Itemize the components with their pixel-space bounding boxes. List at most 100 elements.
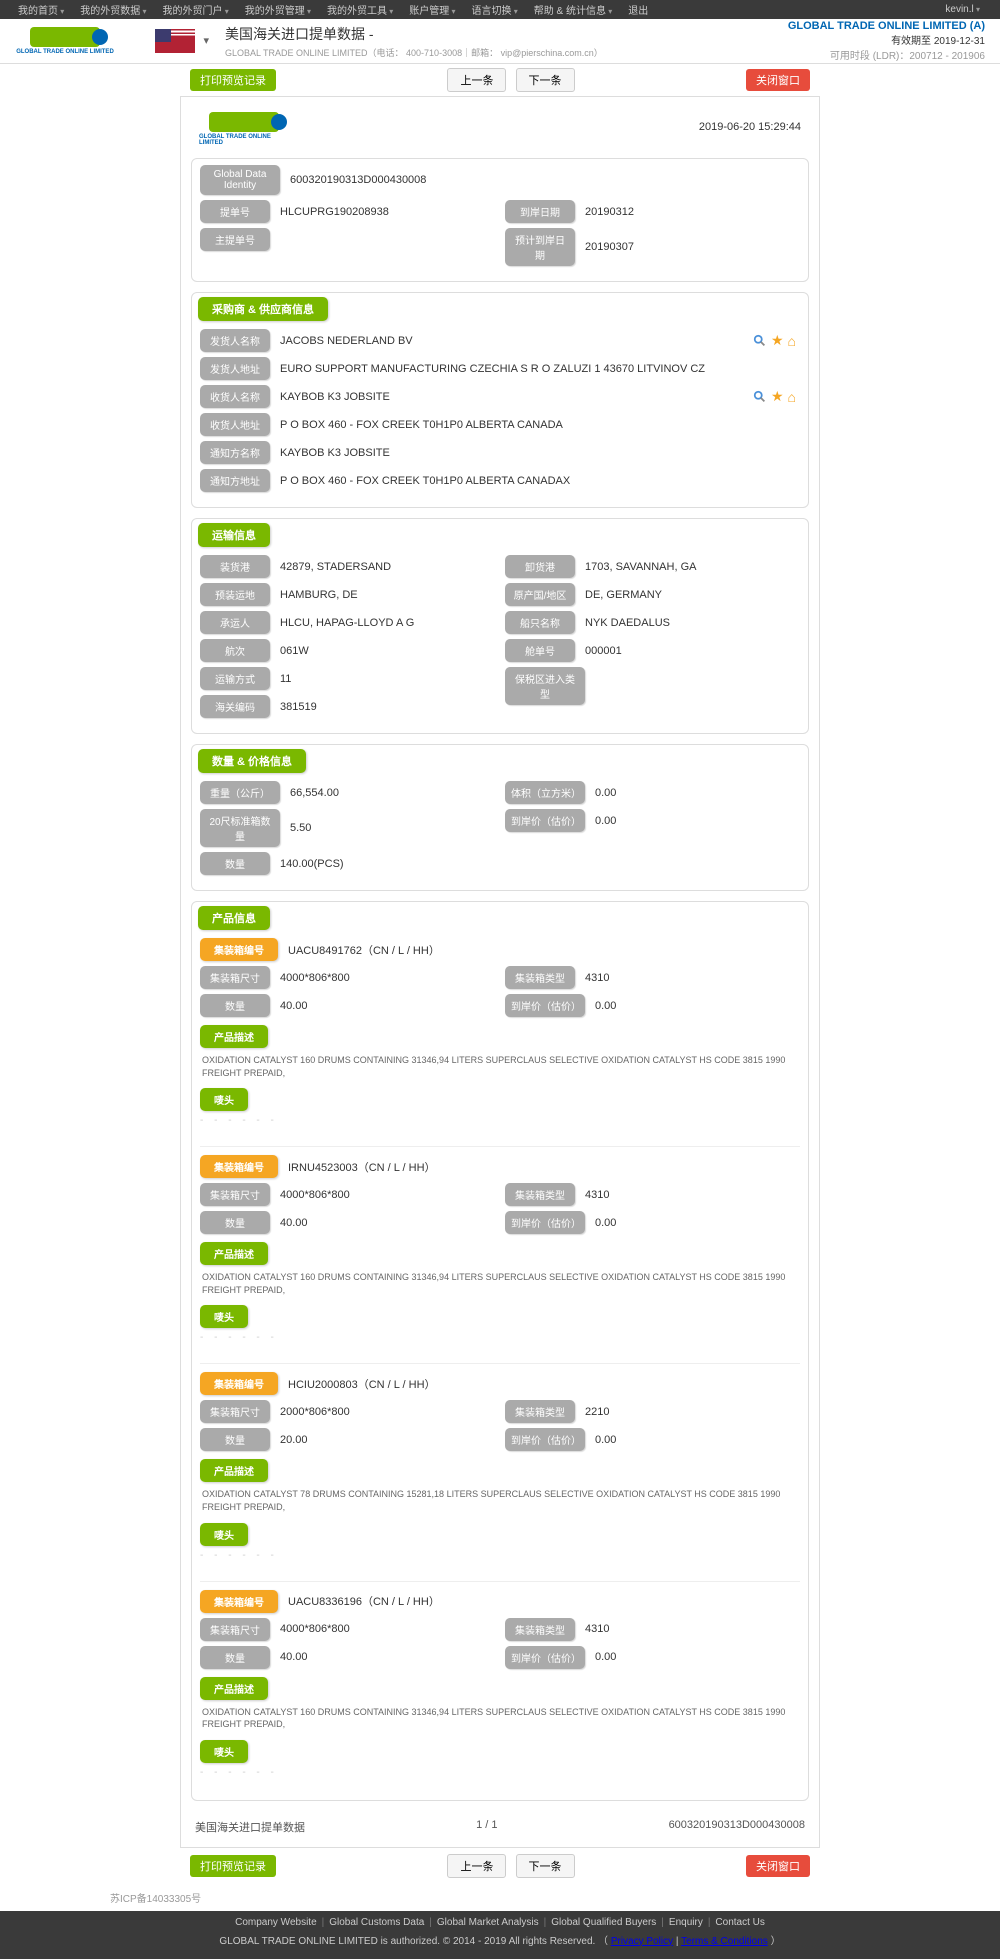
bonded-label: 保税区进入类型 — [505, 667, 585, 705]
container-no: UACU8336196（CN / L / HH） — [278, 1593, 800, 1609]
footer-link[interactable]: Company Website — [235, 1917, 317, 1928]
party-section: 采购商 & 供应商信息 发货人名称 JACOBS NEDERLAND BV ★ … — [191, 292, 809, 508]
mark-label: 唛头 — [200, 1523, 248, 1546]
star-icon[interactable]: ★ — [771, 332, 784, 349]
manifest: 000001 — [575, 645, 800, 657]
vessel: NYK DAEDALUS — [575, 617, 800, 629]
search-icon[interactable] — [753, 334, 767, 348]
container-cif: 0.00 — [585, 1217, 800, 1229]
action-bar-top: 打印预览记录 上一条 下一条 关闭窗口 — [0, 64, 1000, 96]
doc-footer-right: 600320190313D000430008 — [669, 1819, 805, 1835]
close-button[interactable]: 关闭窗口 — [746, 69, 810, 91]
icp: 苏ICP备14033305号 — [0, 1884, 1000, 1907]
dots: - - - - - - — [200, 1763, 800, 1790]
next-button[interactable]: 下一条 — [516, 68, 575, 92]
footer-link[interactable]: Enquiry — [669, 1917, 703, 1928]
footer-link[interactable]: Global Customs Data — [329, 1917, 424, 1928]
close-button[interactable]: 关闭窗口 — [746, 1855, 810, 1877]
footer-link[interactable]: Global Qualified Buyers — [551, 1917, 656, 1928]
footer-link[interactable]: Global Market Analysis — [437, 1917, 539, 1928]
vessel-label: 船只名称 — [505, 611, 575, 634]
footer-link[interactable]: Contact Us — [715, 1917, 764, 1928]
nav-user[interactable]: kevin.l — [937, 4, 990, 15]
nav-data[interactable]: 我的外贸数据 — [72, 2, 154, 17]
container-size-label: 集装箱尺寸 — [200, 1618, 270, 1641]
country-selector[interactable] — [155, 29, 195, 53]
load-port-label: 装货港 — [200, 555, 270, 578]
nav-logout[interactable]: 退出 — [620, 2, 656, 17]
privacy-link[interactable]: Privacy Policy — [611, 1936, 673, 1947]
carrier: HLCU, HAPAG-LLOYD A G — [270, 617, 495, 629]
footer-links: Company Website | Global Customs Data | Glob… — [0, 1917, 1000, 1928]
container-cif-label: 到岸价（估价） — [505, 1646, 585, 1669]
nav-lang[interactable]: 语言切换 — [464, 2, 526, 17]
container-cif: 0.00 — [585, 1000, 800, 1012]
doc-footer-page: 1 / 1 — [476, 1819, 497, 1835]
arrive-label: 到岸日期 — [505, 200, 575, 223]
doc-logo: GLOBAL TRADE ONLINE LIMITED — [199, 111, 289, 146]
preload: HAMBURG, DE — [270, 589, 495, 601]
product-header: 产品信息 — [198, 906, 270, 930]
logo-icon — [30, 27, 100, 47]
party-header: 采购商 & 供应商信息 — [198, 297, 328, 321]
page-subtitle: GLOBAL TRADE ONLINE LIMITED（电话： 400-710-… — [225, 46, 788, 59]
gdi-label: Global Data Identity — [200, 165, 280, 195]
print-button[interactable]: 打印预览记录 — [190, 69, 276, 91]
bl-value: HLCUPRG190208938 — [270, 206, 495, 218]
separator: | — [544, 1917, 547, 1928]
container-qty-label: 数量 — [200, 1428, 270, 1451]
pcs: 140.00(PCS) — [270, 858, 495, 870]
prev-button[interactable]: 上一条 — [447, 1854, 506, 1878]
doc-footer: 美国海关进口提单数据 1 / 1 600320190313D000430008 — [191, 1811, 809, 1837]
weight-label: 重量（公斤） — [200, 781, 280, 804]
manifest-label: 舱单号 — [505, 639, 575, 662]
teu-label: 20尺标准箱数量 — [200, 809, 280, 847]
container-cif-label: 到岸价（估价） — [505, 1428, 585, 1451]
desc-label: 产品描述 — [200, 1677, 268, 1700]
container-qty-label: 数量 — [200, 1211, 270, 1234]
notify-addr-label: 通知方地址 — [200, 469, 270, 492]
document: GLOBAL TRADE ONLINE LIMITED 2019-06-20 1… — [180, 96, 820, 1848]
container-cif: 0.00 — [585, 1651, 800, 1663]
est-label: 预计到岸日期 — [505, 228, 575, 266]
next-button[interactable]: 下一条 — [516, 1854, 575, 1878]
nav-portal[interactable]: 我的外贸门户 — [155, 2, 237, 17]
product-section: 产品信息 集装箱编号 UACU8491762（CN / L / HH） 集装箱尺… — [191, 901, 809, 1801]
qty-header: 数量 & 价格信息 — [198, 749, 306, 773]
nav-home[interactable]: 我的首页 — [10, 2, 72, 17]
logo[interactable]: GLOBAL TRADE ONLINE LIMITED — [15, 24, 115, 59]
container-block: 集装箱编号 UACU8491762（CN / L / HH） 集装箱尺寸4000… — [200, 938, 800, 1147]
separator: | — [322, 1917, 325, 1928]
divider — [200, 1581, 800, 1582]
unload-port-label: 卸货港 — [505, 555, 575, 578]
nav-help[interactable]: 帮助 & 统计信息 — [526, 2, 620, 17]
prev-button[interactable]: 上一条 — [447, 68, 506, 92]
nav-account[interactable]: 账户管理 — [401, 2, 463, 17]
identity-section: Global Data Identity 600320190313D000430… — [191, 158, 809, 282]
consignee-name-label: 收货人名称 — [200, 385, 270, 408]
terms-link[interactable]: Terms & Conditions — [681, 1936, 768, 1947]
container-no: UACU8491762（CN / L / HH） — [278, 942, 800, 958]
arrive-value: 20190312 — [575, 206, 800, 218]
shipper-name: JACOBS NEDERLAND BV — [270, 335, 753, 347]
company-name: GLOBAL TRADE ONLINE LIMITED (A) — [788, 20, 985, 32]
mark-label: 唛头 — [200, 1740, 248, 1763]
search-icon[interactable] — [753, 390, 767, 404]
container-size: 4000*806*800 — [270, 1623, 495, 1635]
container-size: 4000*806*800 — [270, 972, 495, 984]
print-button[interactable]: 打印预览记录 — [190, 1855, 276, 1877]
page-header: GLOBAL TRADE ONLINE LIMITED 美国海关进口提单数据 -… — [0, 19, 1000, 64]
nav-tools[interactable]: 我的外贸工具 — [319, 2, 401, 17]
container-qty: 20.00 — [270, 1434, 495, 1446]
consignee-name: KAYBOB K3 JOBSITE — [270, 391, 753, 403]
home-icon[interactable]: ⌂ — [788, 389, 796, 405]
nav-manage[interactable]: 我的外贸管理 — [237, 2, 319, 17]
consignee-addr-label: 收货人地址 — [200, 413, 270, 436]
cif: 0.00 — [585, 815, 800, 827]
header-title-block: 美国海关进口提单数据 - GLOBAL TRADE ONLINE LIMITED… — [225, 24, 788, 59]
star-icon[interactable]: ★ — [771, 388, 784, 405]
footer-copy: GLOBAL TRADE ONLINE LIMITED is authorize… — [0, 1932, 1000, 1947]
home-icon[interactable]: ⌂ — [788, 333, 796, 349]
separator: | — [661, 1917, 664, 1928]
master-label: 主提单号 — [200, 228, 270, 251]
